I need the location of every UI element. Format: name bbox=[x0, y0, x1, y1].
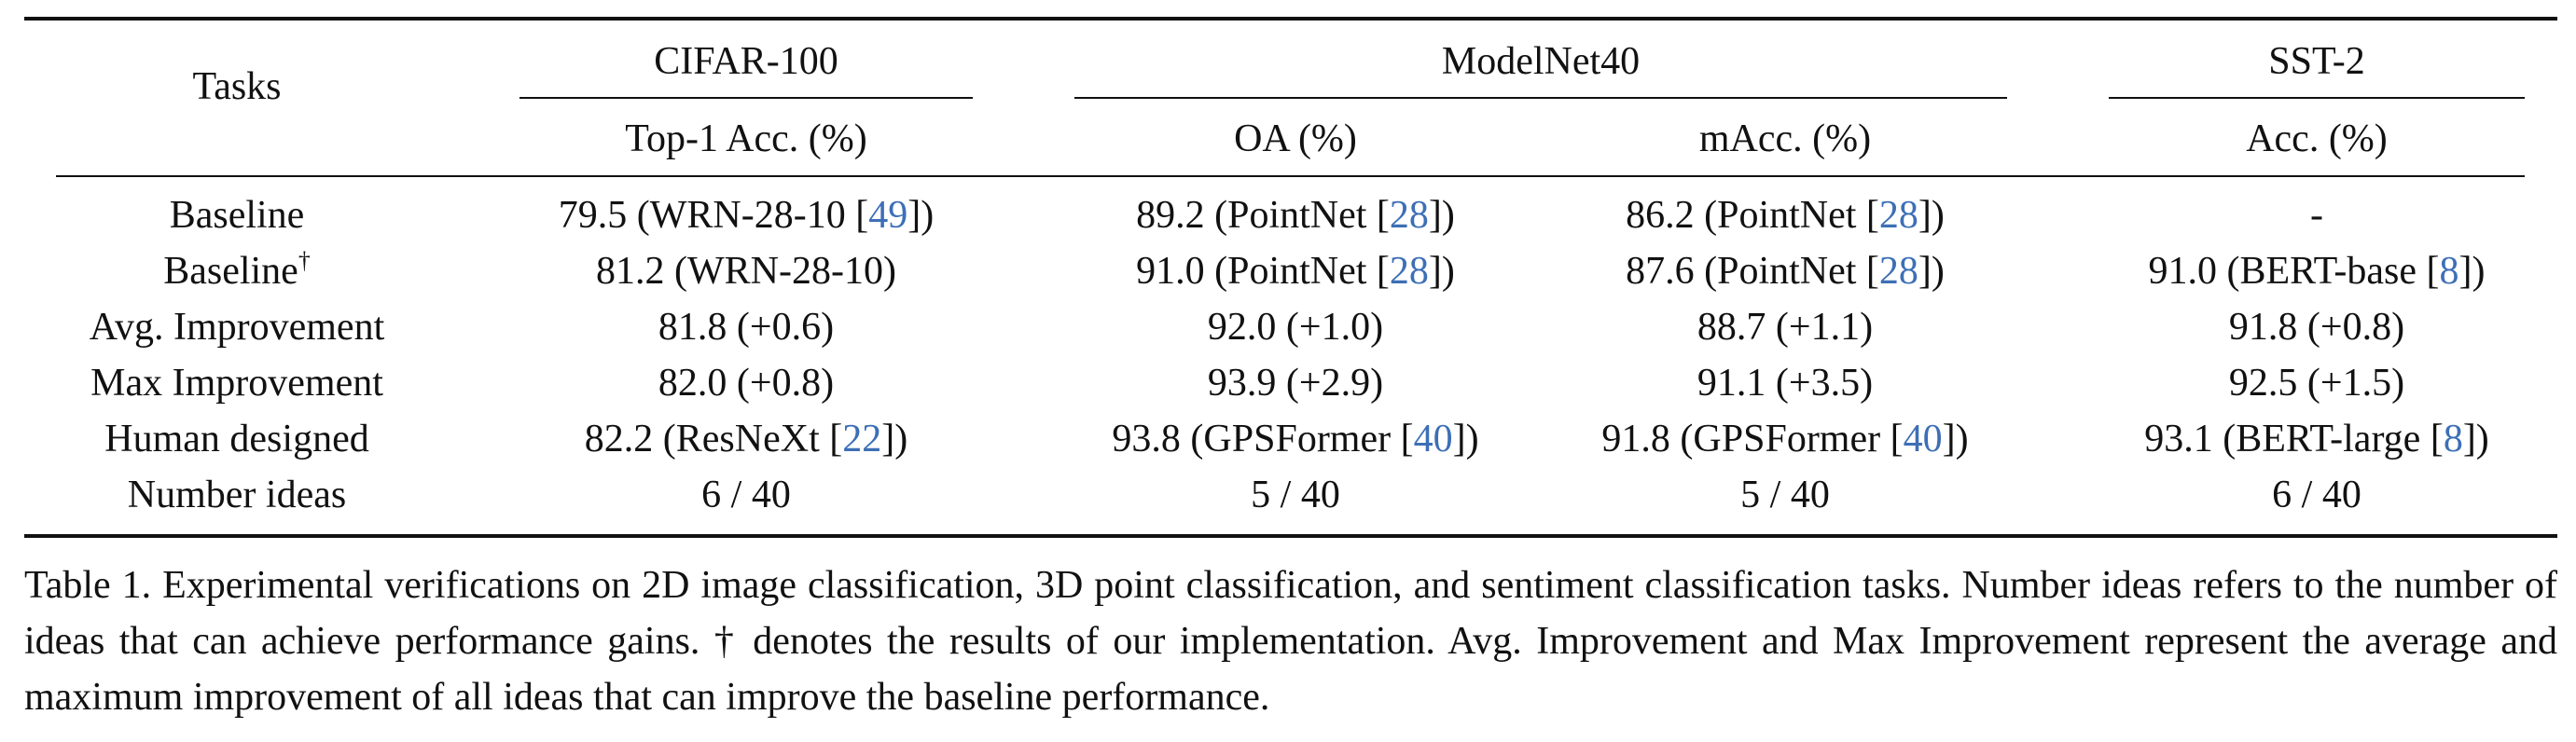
group-rule-modelnet bbox=[1074, 97, 2007, 99]
cell-cifar-top1: 82.0 (+0.8) bbox=[658, 360, 834, 406]
cell-modelnet-macc: 91.1 (+3.5) bbox=[1697, 360, 1873, 406]
cell-value: 6 / 40 bbox=[701, 474, 791, 516]
row-task-label: Max Improvement bbox=[90, 360, 383, 406]
group-rule-sst bbox=[2109, 97, 2525, 99]
cell-value-tail: ]) bbox=[1452, 418, 1479, 460]
cell-value: 91.8 (+0.8) bbox=[2228, 306, 2405, 349]
cell-sst-acc: 93.1 (BERT-large [8]) bbox=[2144, 416, 2489, 462]
cell-value: 93.1 (BERT-large [ bbox=[2144, 418, 2444, 460]
cell-value-tail: ]) bbox=[2462, 418, 2489, 460]
cell-value: 81.8 (+0.6) bbox=[658, 306, 835, 349]
cell-value: 5 / 40 bbox=[1251, 474, 1340, 516]
cell-cifar-top1: 81.8 (+0.6) bbox=[658, 304, 834, 350]
cell-modelnet-oa: 93.8 (GPSFormer [40]) bbox=[1112, 416, 1478, 462]
cell-value: 93.9 (+2.9) bbox=[1207, 362, 1384, 405]
cell-modelnet-macc: 5 / 40 bbox=[1740, 472, 1830, 518]
cell-value: 81.2 (WRN-28-10) bbox=[596, 250, 896, 293]
group-header-sst: SST-2 bbox=[2268, 40, 2365, 83]
cell-sst-acc: 6 / 40 bbox=[2272, 472, 2361, 518]
metric-header-top1: Top-1 Acc. (%) bbox=[625, 117, 867, 160]
cell-value: 5 / 40 bbox=[1740, 474, 1830, 516]
tasks-header: Tasks bbox=[192, 65, 282, 108]
metric-header-macc: mAcc. (%) bbox=[1698, 117, 1872, 160]
row-task-label: Human designed bbox=[104, 416, 368, 462]
cell-value-tail: ]) bbox=[1918, 194, 1945, 237]
cell-sst-acc: 92.5 (+1.5) bbox=[2229, 360, 2404, 406]
metric-header-oa: OA (%) bbox=[1234, 117, 1357, 160]
task-text: Number ideas bbox=[127, 474, 347, 516]
cell-value: 93.8 (GPSFormer [ bbox=[1112, 418, 1414, 460]
cell-value: 91.0 (PointNet [ bbox=[1136, 250, 1390, 293]
cell-value: 82.0 (+0.8) bbox=[658, 362, 835, 405]
cell-value-tail: ]) bbox=[1428, 250, 1455, 293]
cell-value: 79.5 (WRN-28-10 [ bbox=[558, 194, 869, 237]
cell-sst-acc: 91.0 (BERT-base [8]) bbox=[2148, 248, 2485, 295]
cell-value: 86.2 (PointNet [ bbox=[1626, 194, 1879, 237]
top-rule bbox=[24, 17, 2557, 21]
cell-modelnet-macc: 86.2 (PointNet [28]) bbox=[1626, 192, 1945, 239]
cell-value-tail: ]) bbox=[2458, 250, 2486, 293]
citation-link[interactable]: 40 bbox=[1413, 418, 1453, 460]
cell-value: 6 / 40 bbox=[2272, 474, 2361, 516]
table-caption: Table 1. Experimental verifications on 2… bbox=[24, 564, 2557, 719]
row-task-label: Avg. Improvement bbox=[90, 304, 384, 350]
cell-value: - bbox=[2310, 194, 2323, 237]
cell-modelnet-oa: 93.9 (+2.9) bbox=[1208, 360, 1383, 406]
task-text: Avg. Improvement bbox=[89, 306, 385, 349]
cell-modelnet-macc: 88.7 (+1.1) bbox=[1697, 304, 1873, 350]
header-rule bbox=[56, 175, 2525, 177]
cell-value: 91.0 (BERT-base [ bbox=[2148, 250, 2440, 293]
cell-value: 87.6 (PointNet [ bbox=[1626, 250, 1879, 293]
cell-cifar-top1: 79.5 (WRN-28-10 [49]) bbox=[559, 192, 934, 239]
group-header-modelnet: ModelNet40 bbox=[1441, 40, 1641, 83]
citation-link[interactable]: 28 bbox=[1389, 194, 1429, 237]
cell-cifar-top1: 81.2 (WRN-28-10) bbox=[596, 248, 896, 295]
cell-value-tail: ]) bbox=[1428, 194, 1455, 237]
cell-value-tail: ]) bbox=[907, 194, 935, 237]
cell-cifar-top1: 6 / 40 bbox=[701, 472, 791, 518]
citation-link[interactable]: 28 bbox=[1878, 194, 1918, 237]
citation-link[interactable]: 8 bbox=[2443, 418, 2463, 460]
task-text: Human designed bbox=[104, 418, 369, 460]
cell-value-tail: ]) bbox=[1918, 250, 1945, 293]
cell-modelnet-macc: 91.8 (GPSFormer [40]) bbox=[1601, 416, 1968, 462]
cell-value: 82.2 (ResNeXt [ bbox=[584, 418, 843, 460]
citation-link[interactable]: 28 bbox=[1389, 250, 1429, 293]
citation-link[interactable]: 49 bbox=[868, 194, 908, 237]
cell-sst-acc: - bbox=[2310, 192, 2323, 239]
metric-header-acc: Acc. (%) bbox=[2246, 117, 2388, 160]
group-rule-cifar bbox=[519, 97, 973, 99]
cell-modelnet-oa: 5 / 40 bbox=[1251, 472, 1340, 518]
bottom-rule bbox=[24, 534, 2557, 538]
cell-modelnet-oa: 91.0 (PointNet [28]) bbox=[1136, 248, 1455, 295]
cell-sst-acc: 91.8 (+0.8) bbox=[2229, 304, 2404, 350]
cell-cifar-top1: 82.2 (ResNeXt [22]) bbox=[585, 416, 907, 462]
cell-modelnet-oa: 92.0 (+1.0) bbox=[1208, 304, 1383, 350]
task-text: Max Improvement bbox=[90, 362, 383, 405]
row-task-label: Baseline† bbox=[163, 248, 311, 295]
cell-value: 91.8 (GPSFormer [ bbox=[1601, 418, 1904, 460]
citation-link[interactable]: 40 bbox=[1903, 418, 1943, 460]
cell-value: 92.0 (+1.0) bbox=[1207, 306, 1384, 349]
cell-modelnet-macc: 87.6 (PointNet [28]) bbox=[1626, 248, 1945, 295]
cell-value-tail: ]) bbox=[1942, 418, 1969, 460]
task-text: Baseline bbox=[169, 194, 305, 237]
cell-modelnet-oa: 89.2 (PointNet [28]) bbox=[1136, 192, 1455, 239]
cell-value: 91.1 (+3.5) bbox=[1697, 362, 1874, 405]
row-task-label: Number ideas bbox=[128, 472, 346, 518]
task-text: Baseline bbox=[163, 250, 298, 293]
cell-value-tail: ]) bbox=[881, 418, 908, 460]
citation-link[interactable]: 8 bbox=[2439, 250, 2459, 293]
group-header-cifar: CIFAR-100 bbox=[654, 40, 838, 83]
cell-value: 92.5 (+1.5) bbox=[2228, 362, 2405, 405]
dagger-mark: † bbox=[298, 247, 311, 274]
citation-link[interactable]: 28 bbox=[1878, 250, 1918, 293]
cell-value: 88.7 (+1.1) bbox=[1697, 306, 1874, 349]
citation-link[interactable]: 22 bbox=[842, 418, 882, 460]
row-task-label: Baseline bbox=[170, 192, 305, 239]
cell-value: 89.2 (PointNet [ bbox=[1136, 194, 1390, 237]
